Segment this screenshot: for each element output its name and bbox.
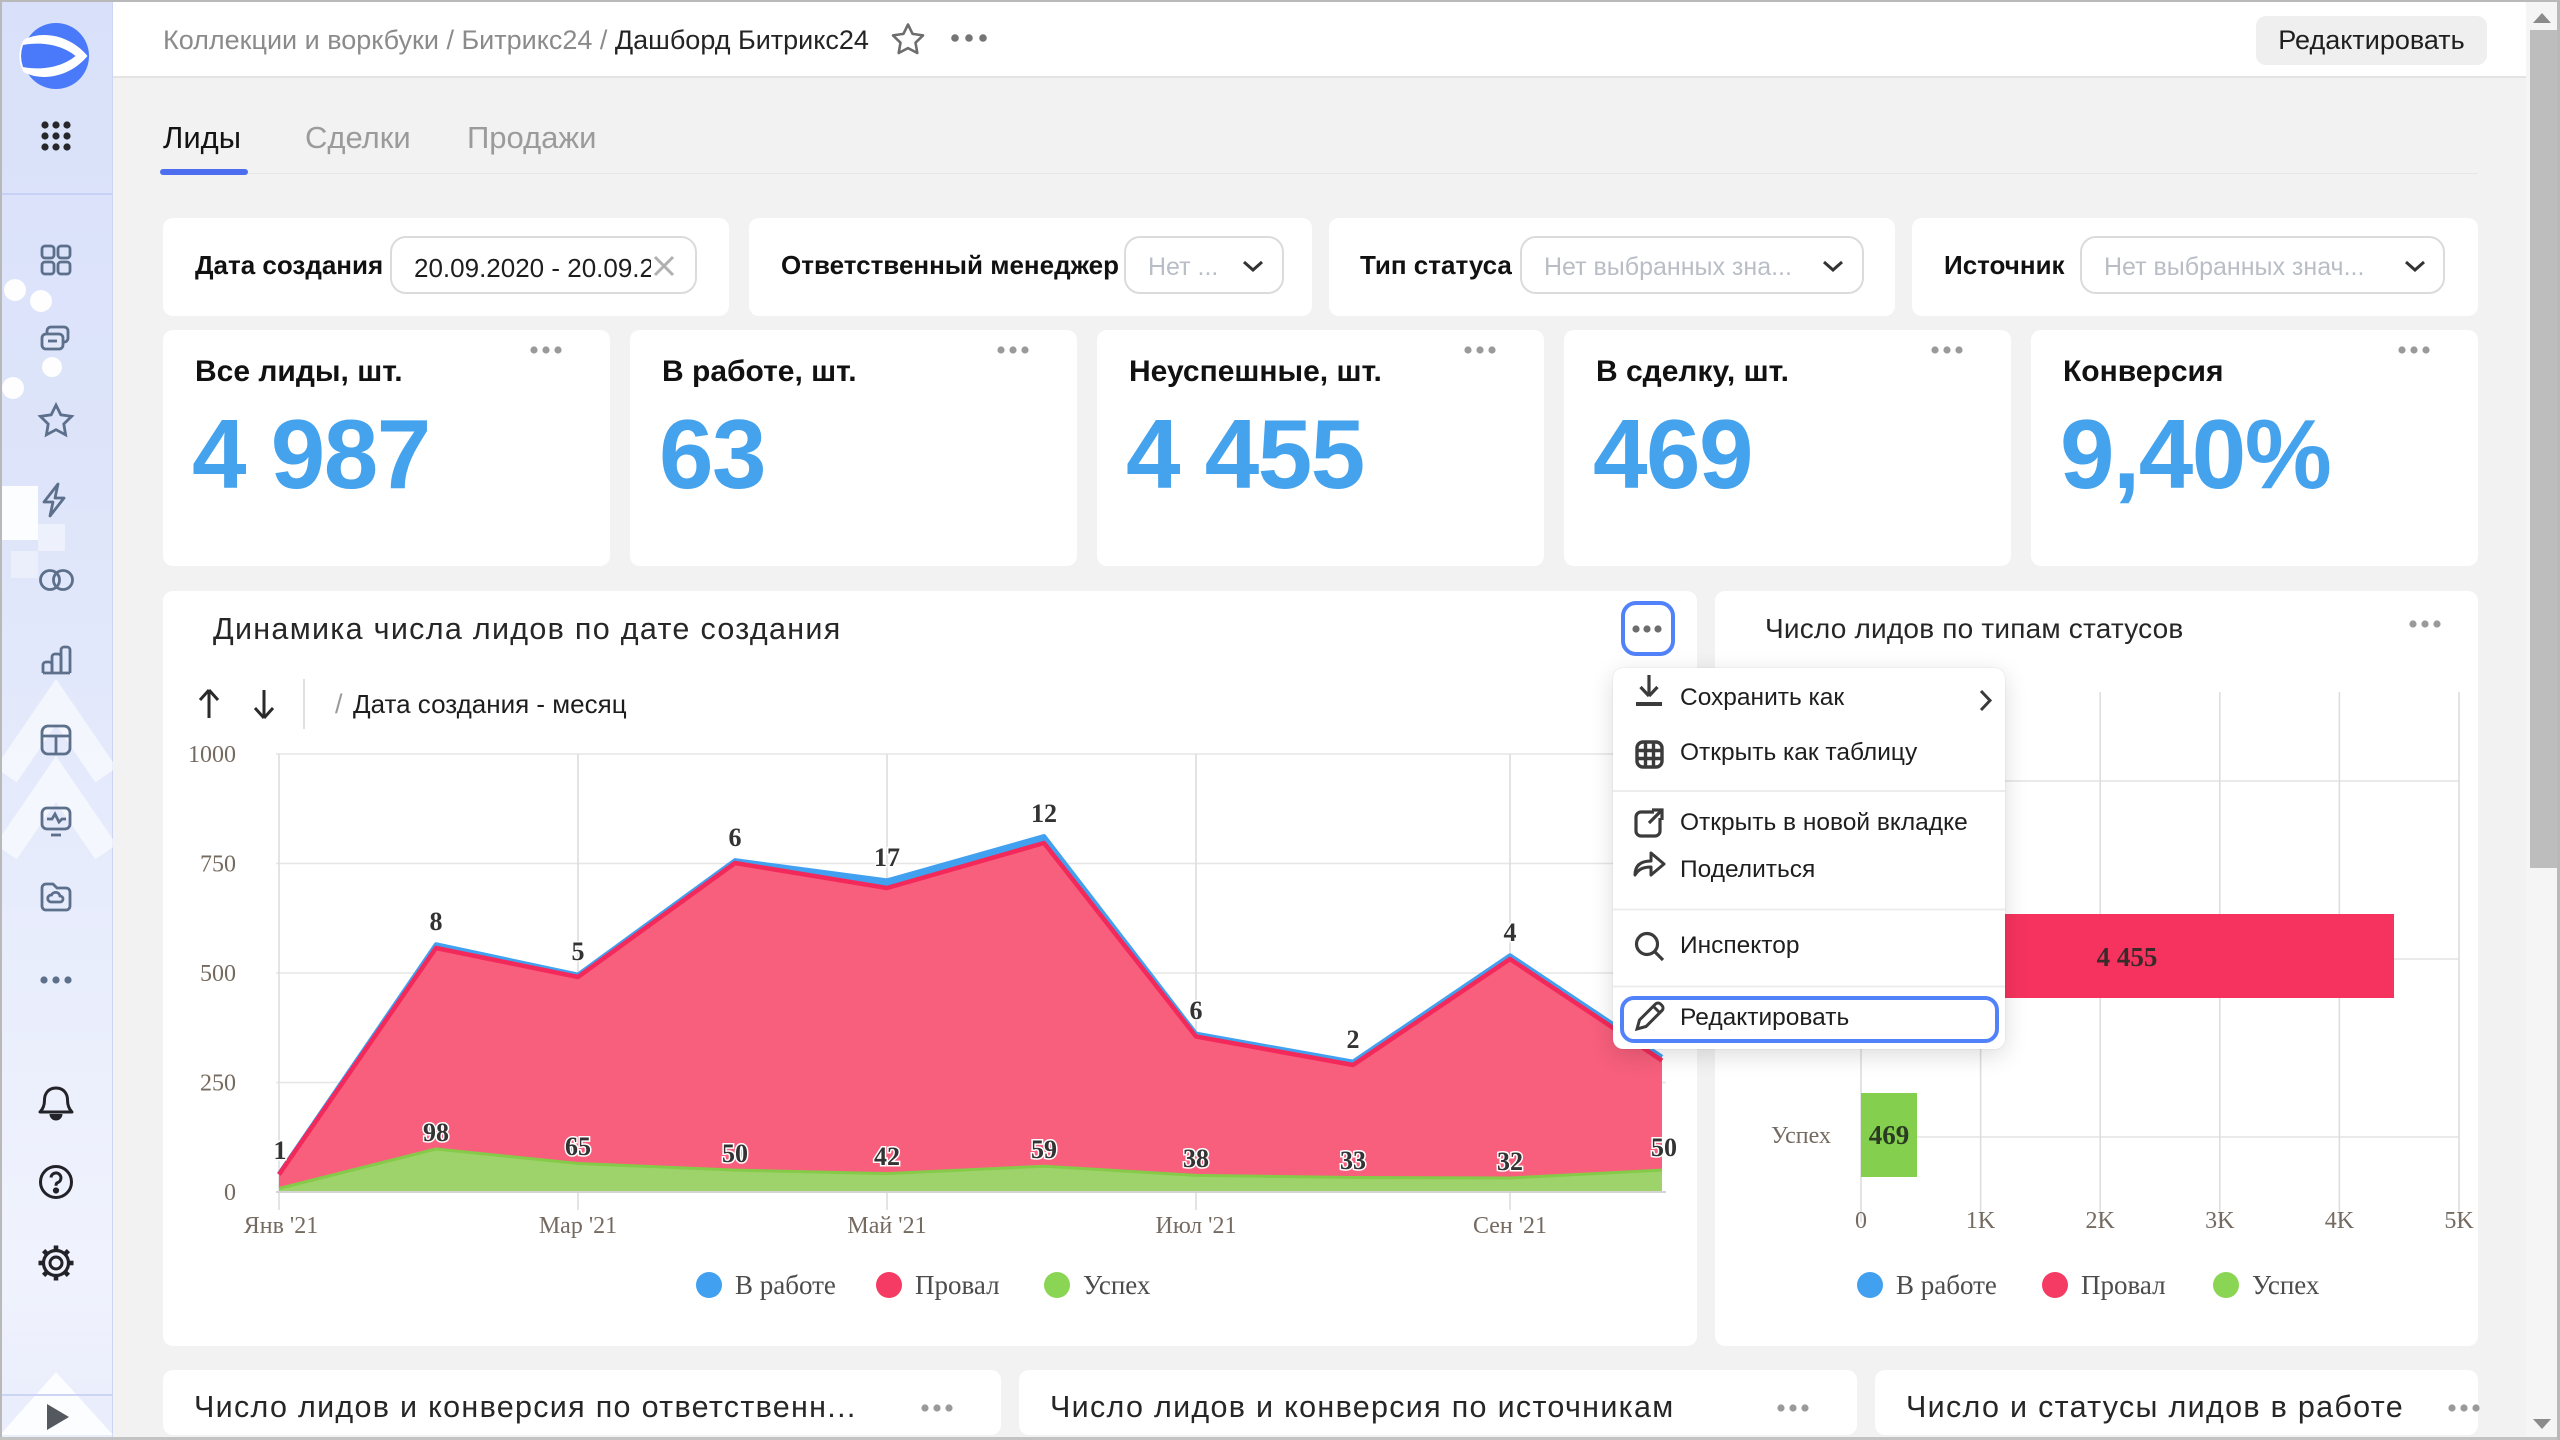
svg-text:32: 32 (1497, 1147, 1523, 1176)
svg-text:6: 6 (729, 823, 742, 852)
svg-text:2K: 2K (2086, 1208, 2116, 1234)
svg-text:4 455: 4 455 (2097, 942, 2158, 972)
svg-text:3K: 3K (2205, 1208, 2235, 1234)
svg-text:6: 6 (1190, 996, 1203, 1025)
svg-text:4K: 4K (2325, 1208, 2355, 1234)
svg-text:Дата создания - месяц: Дата создания - месяц (353, 689, 627, 719)
svg-text:Июл '21: Июл '21 (1156, 1213, 1237, 1239)
svg-text:750: 750 (200, 852, 236, 878)
svg-text:5K: 5K (2444, 1208, 2474, 1234)
svg-text:17: 17 (874, 843, 900, 872)
svg-text:0: 0 (224, 1180, 236, 1206)
svg-text:Провал: Провал (915, 1270, 1000, 1300)
svg-text:38: 38 (1183, 1144, 1209, 1173)
svg-text:Успех: Успех (2252, 1270, 2320, 1300)
svg-text:469: 469 (1869, 1120, 1910, 1150)
svg-text:98: 98 (423, 1118, 449, 1147)
svg-text:Май '21: Май '21 (847, 1213, 926, 1239)
svg-text:4: 4 (1504, 918, 1517, 947)
svg-text:2: 2 (1347, 1025, 1360, 1054)
svg-text:42: 42 (874, 1142, 900, 1171)
svg-text:/: / (335, 689, 343, 719)
svg-text:5: 5 (572, 937, 585, 966)
svg-text:Провал: Провал (2081, 1270, 2166, 1300)
svg-text:33: 33 (1340, 1146, 1366, 1175)
svg-text:12: 12 (1031, 799, 1057, 828)
svg-text:65: 65 (565, 1132, 591, 1161)
svg-text:250: 250 (200, 1071, 236, 1097)
svg-text:Успех: Успех (1083, 1270, 1151, 1300)
svg-text:1000: 1000 (188, 742, 236, 768)
svg-text:500: 500 (200, 961, 236, 987)
svg-text:59: 59 (1031, 1135, 1057, 1164)
svg-text:1: 1 (274, 1136, 287, 1165)
svg-text:В работе: В работе (735, 1270, 836, 1300)
svg-text:Успех: Успех (1771, 1123, 1831, 1149)
svg-text:0: 0 (1855, 1208, 1867, 1234)
svg-text:Янв '21: Янв '21 (244, 1213, 319, 1239)
svg-text:1K: 1K (1966, 1208, 1996, 1234)
svg-text:50: 50 (722, 1139, 748, 1168)
svg-text:В работе: В работе (1896, 1270, 1997, 1300)
svg-text:Мар '21: Мар '21 (539, 1213, 617, 1239)
svg-text:50: 50 (1651, 1133, 1677, 1162)
svg-text:Сен '21: Сен '21 (1473, 1213, 1547, 1239)
svg-text:8: 8 (430, 907, 443, 936)
